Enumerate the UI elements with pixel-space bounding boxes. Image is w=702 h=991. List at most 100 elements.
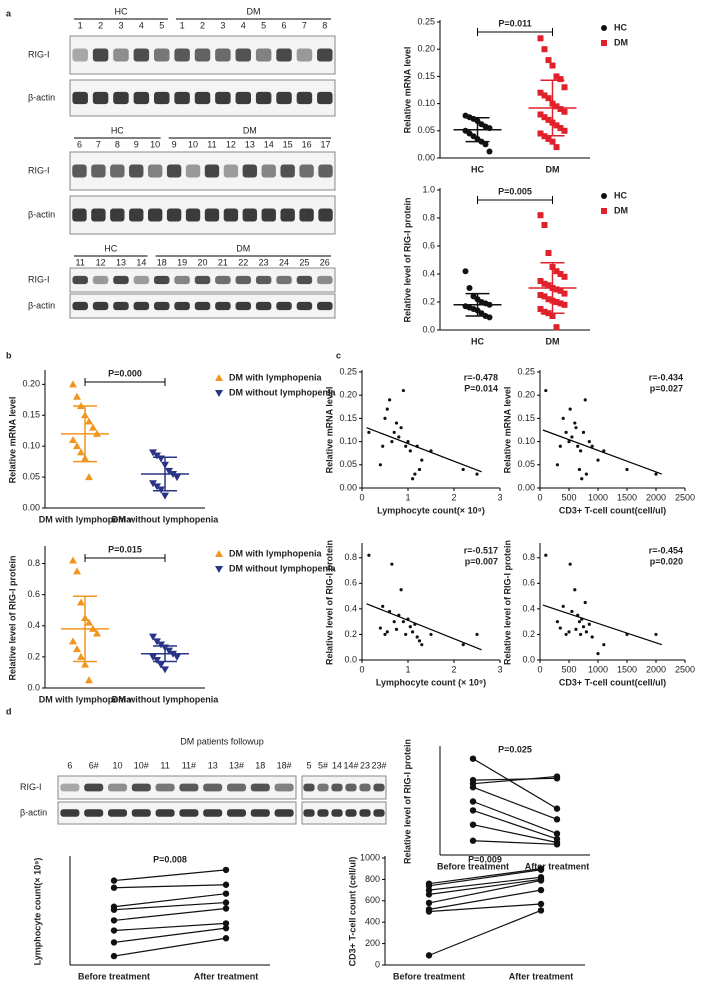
band <box>129 208 144 222</box>
lane-label: 4 <box>139 20 144 30</box>
blot-title: DM patients followup <box>180 736 264 746</box>
y-tick-label: 0.05 <box>517 459 535 469</box>
point <box>157 641 165 649</box>
point <box>461 643 465 647</box>
point <box>390 562 394 566</box>
blot-frame <box>57 775 297 800</box>
band <box>331 809 343 817</box>
band <box>92 48 109 62</box>
lane-label: 13 <box>208 760 218 770</box>
y-axis-label: CD3+ T-cell count (cell/ul) <box>347 857 357 967</box>
point <box>401 620 405 624</box>
lane-label: 7 <box>96 139 101 149</box>
point <box>110 906 118 913</box>
row-label: RIG-I <box>28 49 50 59</box>
band <box>345 783 357 792</box>
lane-label: 9 <box>134 139 139 149</box>
x-tick-label: 1 <box>405 492 410 502</box>
lane-label: 5# <box>318 760 328 770</box>
band <box>242 164 258 178</box>
point <box>555 620 560 624</box>
lane-label: 18# <box>277 760 292 770</box>
point <box>570 609 574 614</box>
band <box>131 809 151 817</box>
x-tick-label: 3 <box>497 492 502 502</box>
y-tick-label: 0.15 <box>22 410 40 420</box>
band <box>133 48 150 62</box>
band <box>296 301 313 311</box>
band <box>250 783 270 792</box>
lane-label: 11 <box>160 760 169 770</box>
point <box>110 927 118 934</box>
row-label: RIG-I <box>20 782 42 792</box>
p-value: P=0.005 <box>498 186 532 196</box>
legend-label: DM <box>614 37 628 47</box>
y-tick-label: 0.2 <box>344 629 357 639</box>
point <box>587 440 591 444</box>
group-label: DM <box>243 125 257 135</box>
point <box>85 618 93 626</box>
y-tick-label: 1000 <box>360 852 380 862</box>
point <box>541 293 548 300</box>
y-tick-label: 0.10 <box>517 436 535 446</box>
band <box>345 809 357 817</box>
point <box>602 643 606 647</box>
point <box>161 492 169 500</box>
point <box>149 480 157 488</box>
band <box>280 164 295 178</box>
legend-marker <box>215 566 223 573</box>
point <box>553 841 561 848</box>
row-label: RIG-I <box>28 165 50 175</box>
band <box>317 301 333 311</box>
point <box>553 286 560 293</box>
band <box>107 783 128 792</box>
y-tick-label: 0.6 <box>522 578 535 588</box>
point <box>486 148 493 155</box>
y-tick-label: 0.10 <box>417 98 435 108</box>
x-tick-label: 0 <box>359 664 364 674</box>
lane-label: 20 <box>197 257 207 267</box>
band <box>153 301 170 311</box>
point <box>545 135 552 142</box>
band <box>235 301 252 311</box>
point <box>553 73 560 80</box>
lane-label: 23 <box>360 760 370 770</box>
point <box>399 426 403 430</box>
x-tick-label: 0 <box>537 492 542 502</box>
point <box>381 444 385 448</box>
y-tick-label: 0.6 <box>422 240 435 250</box>
band <box>147 208 163 222</box>
point <box>383 416 387 420</box>
y-axis-label: Relative mRNA level <box>7 397 17 484</box>
x-tick-label: DM without lymphopenia <box>112 514 219 524</box>
y-tick-label: 0.4 <box>422 268 435 278</box>
band <box>235 91 252 105</box>
y-tick-label: 1.0 <box>422 184 435 194</box>
lane-label: 14 <box>136 257 146 267</box>
band <box>261 164 276 178</box>
row-label: β-actin <box>28 209 55 219</box>
pair-line <box>472 824 558 844</box>
fit-line <box>366 603 482 651</box>
band <box>153 48 170 62</box>
point <box>555 463 560 467</box>
band <box>133 275 150 285</box>
point <box>558 444 562 448</box>
y-axis-label: Relative mRNA level <box>502 387 512 474</box>
band <box>194 91 211 105</box>
pair-line <box>428 869 542 887</box>
band <box>303 809 315 817</box>
y-axis-label: Relative mRNA level <box>402 47 412 134</box>
band <box>113 91 129 105</box>
band <box>276 275 292 285</box>
stat-label: r=-0.454 <box>649 545 683 555</box>
band <box>147 164 163 178</box>
p-value: P=0.008 <box>153 854 187 864</box>
p-value: P=0.025 <box>498 744 532 754</box>
y-axis-label: Relative level of RIG-I protein <box>402 739 412 864</box>
y-tick-label: 0.0 <box>344 654 357 664</box>
point <box>581 430 586 434</box>
lane-label: 10# <box>134 760 149 770</box>
point <box>579 632 583 637</box>
point <box>153 452 161 460</box>
